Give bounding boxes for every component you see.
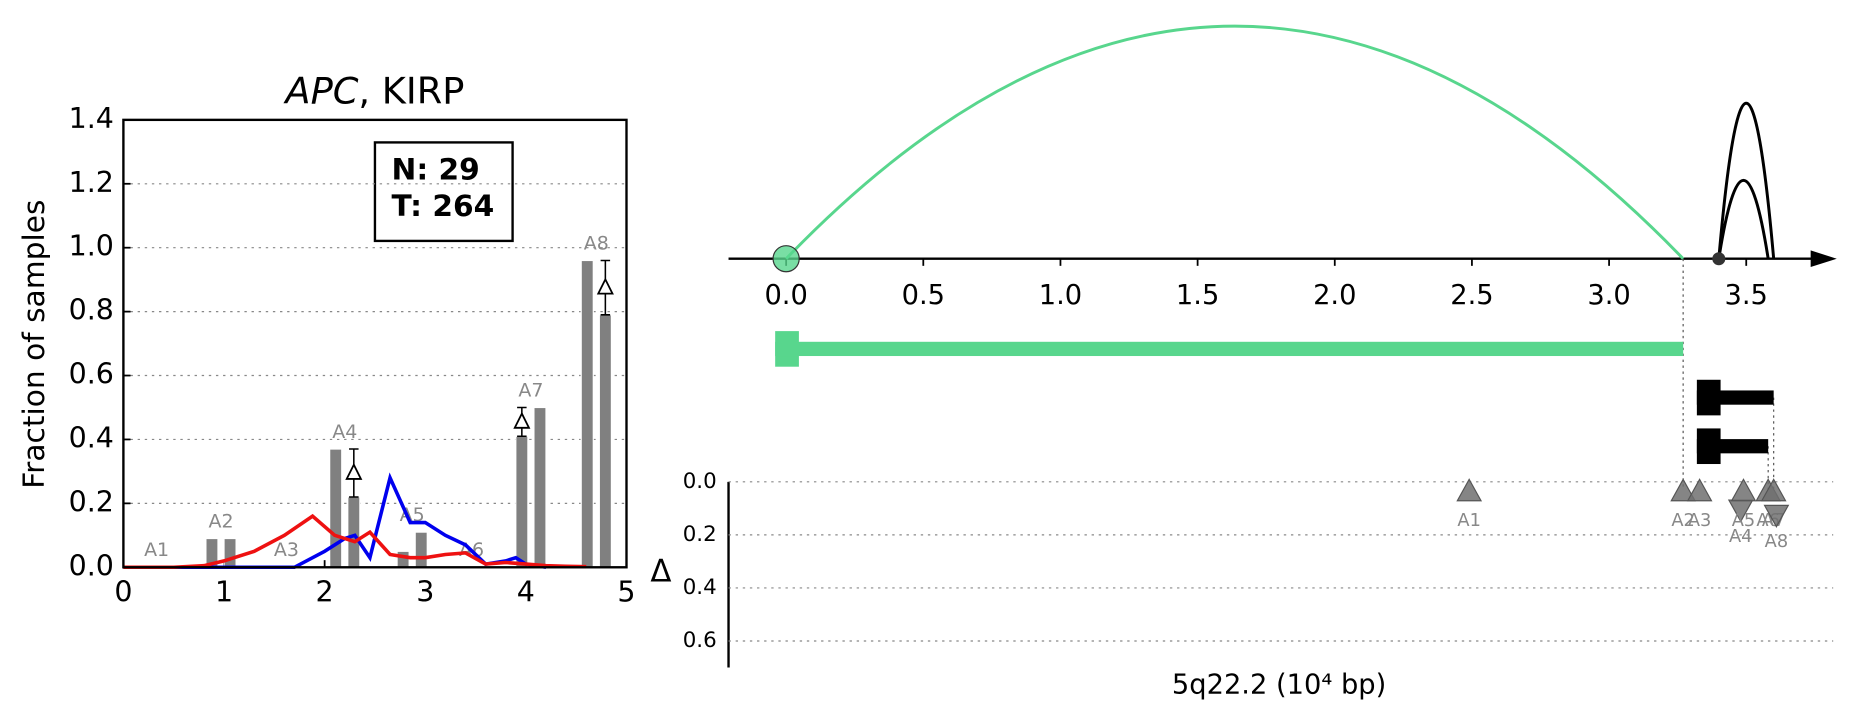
arc: [785, 24, 1685, 260]
x-tick-label: 1.0: [1039, 280, 1082, 311]
y-tick-label: 0.4: [69, 421, 114, 454]
bar-label: A7: [518, 379, 543, 401]
y-tick-label: 0.2: [683, 522, 717, 547]
x-tick-label: 2.5: [1450, 280, 1493, 311]
marker-label: A4: [1729, 526, 1752, 547]
line: [123, 513, 587, 570]
y-tick-label: 0.0: [683, 469, 717, 494]
segment: [775, 341, 1684, 357]
bar: [347, 496, 361, 568]
x-tick-label: 3.5: [1725, 280, 1768, 311]
x-tick-label: 2: [316, 575, 334, 608]
bar: [223, 537, 237, 568]
bar: [580, 259, 594, 568]
x-tick-label: 1.5: [1176, 280, 1219, 311]
segment: [1696, 439, 1769, 454]
bar-label: A8: [584, 232, 609, 254]
x-tick-label: 5: [617, 575, 635, 608]
bar-label: A2: [208, 510, 233, 532]
delta-marker: [1670, 478, 1697, 502]
bar-label: A1: [144, 539, 169, 561]
x-tick-label: 0: [114, 575, 132, 608]
chart-title: APC, KIRP: [283, 69, 464, 112]
x-tick-label: 3: [416, 575, 434, 608]
x-tick-label: 0.0: [764, 280, 807, 311]
x-tick-label: 1: [215, 575, 233, 608]
marker-label: A1: [1457, 510, 1480, 531]
delta-marker: [345, 462, 363, 480]
y-tick-label: 0.0: [69, 549, 114, 582]
x-tick-label: 2.0: [1313, 280, 1356, 311]
segment: [1696, 390, 1774, 405]
marker-label: A3: [1688, 510, 1711, 531]
annotation: N: 29: [392, 151, 480, 186]
title-gene: APC: [283, 69, 358, 112]
bar: [598, 314, 612, 568]
delta-marker: [596, 277, 614, 295]
x-tick-label: 3.0: [1587, 280, 1630, 311]
marker-label: A8: [1765, 531, 1788, 552]
delta-marker: [1760, 478, 1787, 502]
bar-label: A3: [274, 539, 299, 561]
bar: [533, 406, 547, 568]
y-tick-label: 0.2: [69, 485, 114, 518]
plot-frame: [122, 118, 628, 569]
delta-marker: [513, 411, 531, 429]
y-tick-label: 0.8: [69, 294, 114, 327]
marker-label: A2: [1671, 510, 1694, 531]
title-cohort: , KIRP: [358, 69, 464, 112]
arc: [1717, 178, 1770, 259]
breakpoint: [772, 245, 800, 273]
bar-label: A4: [332, 421, 357, 443]
x-axis-label: 5q22.2 (10⁴ bp): [1172, 669, 1386, 700]
y-tick-label: 1.2: [69, 166, 114, 199]
delta-marker: [1456, 478, 1483, 502]
y-axis-label: Fraction of samples: [16, 200, 51, 489]
bar: [515, 435, 529, 568]
breakpoint: [1712, 252, 1726, 266]
bar: [414, 531, 428, 568]
delta-marker: [1763, 504, 1790, 528]
annotation-box: [373, 141, 514, 243]
x-tick-label: 4: [517, 575, 535, 608]
delta-marker: [1686, 478, 1713, 502]
y-tick-label: 0.4: [683, 575, 717, 600]
delta-marker: [1730, 478, 1757, 502]
x-tick-label: 0.5: [902, 280, 945, 311]
y-tick-label: 1.0: [69, 230, 114, 263]
annotation: T: 264: [392, 188, 495, 223]
y-tick-label: 0.6: [683, 628, 717, 653]
bar: [329, 448, 343, 568]
axis-arrow: [1810, 250, 1837, 268]
marker-label: A5: [1732, 510, 1755, 531]
arc: [1717, 102, 1776, 259]
bar: [396, 550, 410, 568]
delta-axis-label: Δ: [650, 554, 671, 590]
y-tick-label: 1.4: [69, 102, 114, 135]
y-tick-label: 0.6: [69, 358, 114, 391]
line: [123, 472, 547, 570]
